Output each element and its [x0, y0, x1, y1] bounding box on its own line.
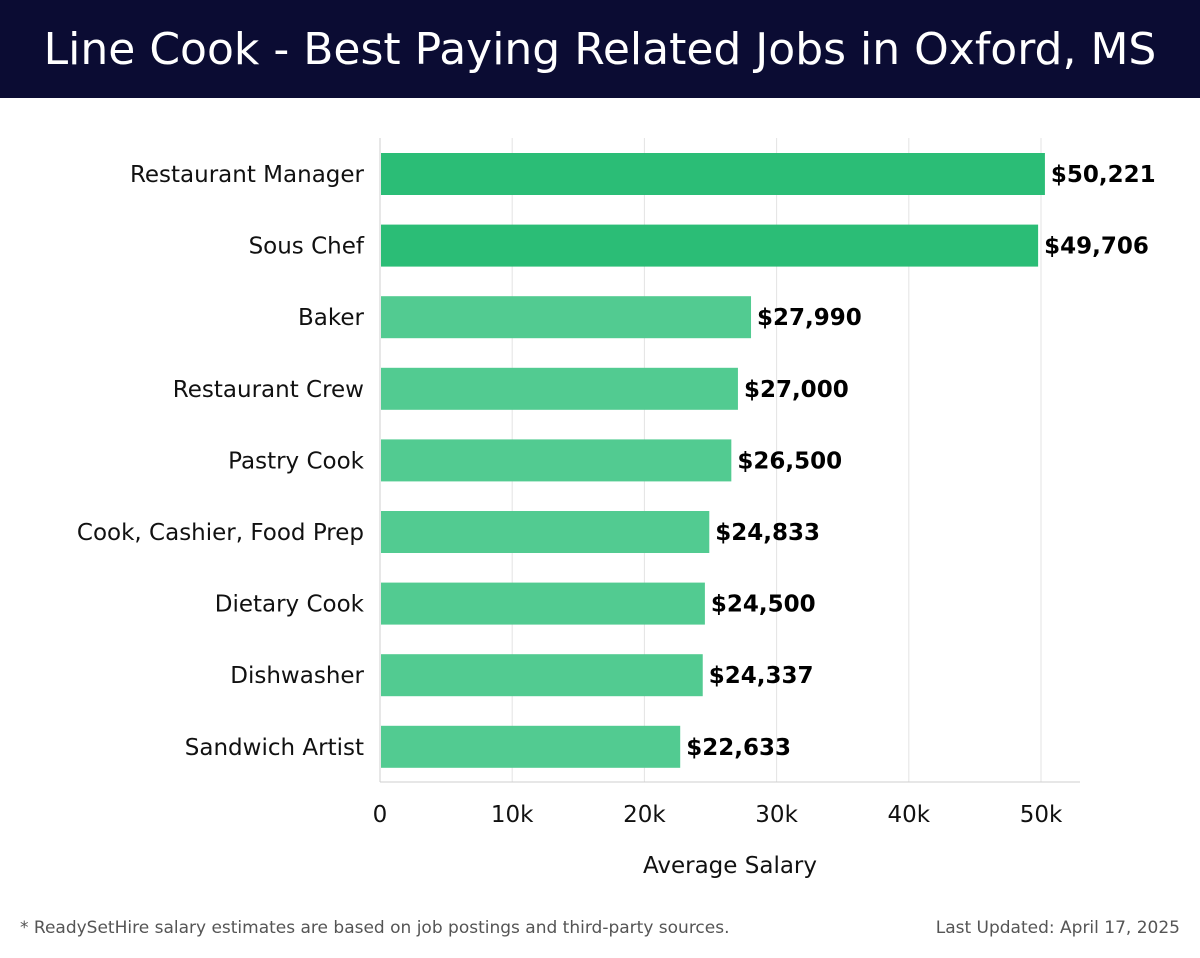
footer-note: * ReadySetHire salary estimates are base…: [20, 918, 730, 938]
value-label: $50,221: [1051, 162, 1156, 188]
bar: [381, 224, 1039, 267]
x-axis-title: Average Salary: [643, 853, 817, 879]
value-label: $27,000: [744, 377, 849, 403]
value-label: $24,833: [715, 520, 820, 546]
x-axis: 0 10k 20k 30k 40k 50k: [373, 781, 1080, 828]
category-label: Sous Chef: [249, 234, 365, 260]
value-label: $22,633: [686, 735, 791, 761]
category-label: Cook, Cashier, Food Prep: [77, 520, 364, 546]
last-updated: Last Updated: April 17, 2025: [935, 918, 1180, 938]
category-label: Restaurant Crew: [173, 377, 364, 403]
category-label: Dishwasher: [230, 663, 364, 689]
value-label: $24,337: [709, 663, 814, 689]
x-tick-label: 0: [373, 802, 388, 828]
bar: [381, 511, 710, 553]
bar: [381, 296, 752, 339]
page-title: Line Cook - Best Paying Related Jobs in …: [43, 23, 1157, 75]
x-tick-label: 20k: [623, 802, 666, 828]
bar: [381, 153, 1045, 195]
bar: [381, 725, 681, 768]
bar: [381, 654, 703, 697]
value-label: $27,990: [757, 305, 862, 331]
bar: [381, 439, 732, 482]
category-label: Pastry Cook: [228, 448, 365, 474]
x-tick-label: 10k: [491, 802, 534, 828]
bars: Restaurant Manager $50,221 Sous Chef $49,70…: [77, 153, 1156, 768]
bar: [381, 582, 705, 625]
category-label: Sandwich Artist: [185, 735, 364, 761]
x-tick-label: 30k: [755, 802, 798, 828]
category-label: Restaurant Manager: [130, 162, 365, 188]
value-label: $26,500: [737, 448, 842, 474]
value-label: $24,500: [711, 592, 816, 618]
bar: [381, 367, 738, 410]
x-tick-label: 40k: [888, 802, 931, 828]
category-label: Baker: [298, 305, 365, 331]
x-tick-label: 50k: [1020, 802, 1063, 828]
value-label: $49,706: [1044, 234, 1149, 260]
category-label: Dietary Cook: [215, 592, 365, 618]
bar-chart: Restaurant Manager $50,221 Sous Chef $49,70…: [77, 138, 1156, 879]
header-banner: Line Cook - Best Paying Related Jobs in …: [0, 0, 1200, 98]
